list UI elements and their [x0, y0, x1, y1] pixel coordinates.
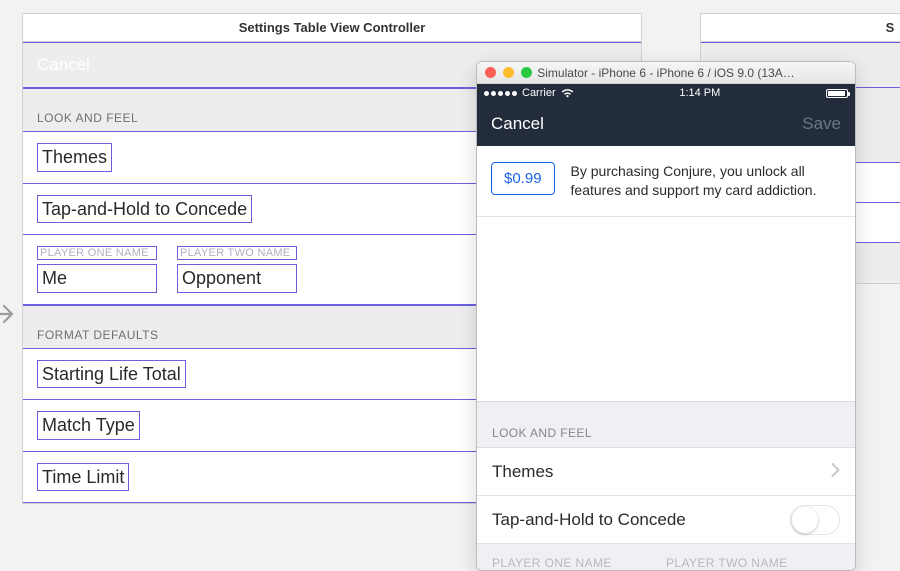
- nav-cancel-button[interactable]: Cancel: [491, 114, 544, 134]
- wifi-icon: [561, 88, 574, 98]
- simulator-window[interactable]: Simulator - iPhone 6 - iPhone 6 / iOS 9.…: [476, 61, 856, 571]
- ib-label-match-type: Match Type: [37, 411, 140, 440]
- ib-scene-title: Settings Table View Controller: [23, 14, 641, 42]
- row-tap-concede-label: Tap-and-Hold to Concede: [492, 510, 686, 530]
- purchase-description: By purchasing Conjure, you unlock all fe…: [571, 162, 841, 200]
- ib-value-p1[interactable]: Me: [37, 264, 157, 293]
- price-button[interactable]: $0.99: [491, 162, 555, 195]
- traffic-close-icon[interactable]: [485, 67, 496, 78]
- ib-label-themes: Themes: [37, 143, 112, 172]
- segue-arrow-icon: [0, 302, 20, 326]
- ib-placeholder-p1: PLAYER ONE NAME: [37, 246, 157, 260]
- ib-label-starting-life: Starting Life Total: [37, 360, 186, 389]
- ib-scene-secondary-title: S: [701, 14, 900, 42]
- traffic-lights[interactable]: [485, 67, 532, 78]
- ib-value-p2[interactable]: Opponent: [177, 264, 297, 293]
- player-two-header: PLAYER TWO NAME: [666, 556, 840, 570]
- toggle-tap-concede[interactable]: [790, 505, 840, 535]
- ib-navbar-cancel[interactable]: Cancel: [37, 55, 90, 75]
- ib-placeholder-p2: PLAYER TWO NAME: [177, 246, 297, 260]
- carrier-label: Carrier: [522, 87, 556, 99]
- purchase-row: $0.99 By purchasing Conjure, you unlock …: [477, 146, 855, 217]
- status-bar: Carrier 1:14 PM: [477, 84, 855, 102]
- section-look-and-feel: LOOK AND FEEL: [477, 401, 855, 448]
- status-time: 1:14 PM: [679, 87, 720, 99]
- nav-save-button[interactable]: Save: [802, 114, 841, 134]
- traffic-minimize-icon[interactable]: [503, 67, 514, 78]
- player-one-header: PLAYER ONE NAME: [492, 556, 666, 570]
- traffic-zoom-icon[interactable]: [521, 67, 532, 78]
- ib-label-tap-concede: Tap-and-Hold to Concede: [37, 195, 252, 224]
- content-gap: [477, 217, 855, 401]
- section-player-names: PLAYER ONE NAME PLAYER TWO NAME: [477, 544, 855, 570]
- row-themes[interactable]: Themes: [477, 448, 855, 496]
- battery-icon: [826, 89, 848, 98]
- ib-label-time-limit: Time Limit: [37, 463, 129, 492]
- chevron-right-icon: [831, 462, 840, 482]
- row-tap-concede[interactable]: Tap-and-Hold to Concede: [477, 496, 855, 544]
- simulator-title: Simulator - iPhone 6 - iPhone 6 / iOS 9.…: [477, 66, 855, 80]
- device-screen: Carrier 1:14 PM Cancel Save $0.99 By pur…: [477, 84, 855, 570]
- app-navbar: Cancel Save: [477, 102, 855, 146]
- row-themes-label: Themes: [492, 462, 553, 482]
- simulator-titlebar[interactable]: Simulator - iPhone 6 - iPhone 6 / iOS 9.…: [477, 62, 855, 84]
- signal-dots-icon: [484, 91, 517, 96]
